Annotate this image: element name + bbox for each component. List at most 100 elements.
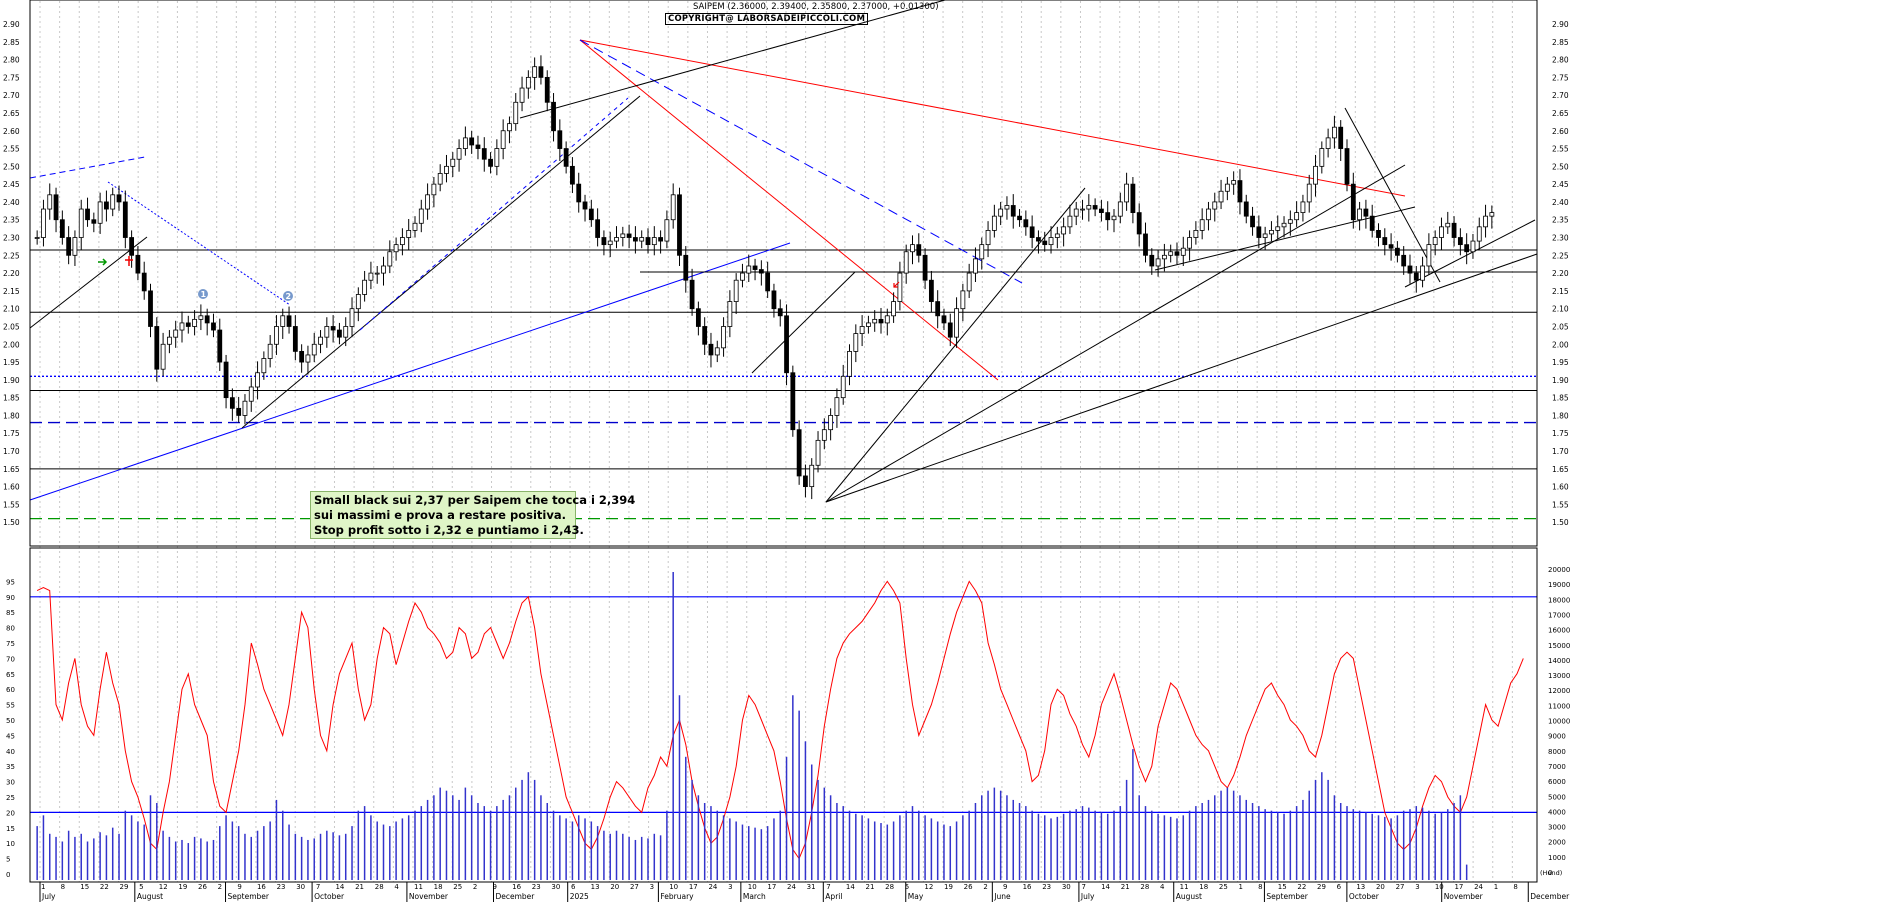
candle-body (104, 201, 109, 210)
note-line-2: sui massimi e prova a restare positiva. (314, 508, 566, 522)
candle-body (450, 158, 456, 167)
candle-body (387, 251, 393, 267)
price-tick-right: 1.65 (1552, 465, 1569, 474)
month-label: November (409, 892, 449, 901)
candle-body (903, 251, 909, 274)
candle-body (274, 326, 279, 345)
day-tick-label: 18 (1199, 883, 1208, 891)
day-tick-label: 3 (728, 883, 732, 891)
candle-body (242, 400, 248, 416)
day-tick-label: 30 (1062, 883, 1071, 891)
day-tick-label: 25 (453, 883, 462, 891)
candle-body (866, 322, 871, 327)
day-tick-label: 24 (1474, 883, 1483, 891)
day-tick-label: 6 (1337, 883, 1342, 891)
trend-line (1154, 206, 1416, 271)
candle-body (935, 301, 941, 317)
day-tick-label: 18 (434, 883, 443, 891)
candle-body (324, 326, 330, 338)
candle-body (431, 183, 437, 196)
month-label: July (1080, 892, 1095, 901)
candle-body (1294, 212, 1300, 221)
price-tick-left: 2.60 (3, 127, 20, 136)
price-tick-left: 2.90 (3, 20, 20, 29)
candle-body (1382, 237, 1388, 246)
month-label: November (1444, 892, 1484, 901)
candle-body (910, 244, 915, 253)
price-tick-left: 2.80 (3, 56, 20, 65)
candle-body (1199, 219, 1205, 231)
candle-body (1445, 222, 1451, 228)
price-tick-left: 1.50 (3, 518, 20, 527)
volume-tick: 19000 (1548, 581, 1570, 589)
month-label: July (41, 892, 56, 901)
candle-body (66, 237, 72, 256)
candle-body (891, 301, 896, 317)
candle-body (1206, 208, 1211, 221)
candle-body (651, 237, 657, 246)
day-tick-label: 29 (1317, 883, 1326, 891)
day-tick-label: 13 (1356, 883, 1365, 891)
price-tick-left: 2.50 (3, 162, 20, 171)
price-tick-left: 1.85 (3, 394, 20, 403)
candle-body (286, 315, 292, 327)
day-tick-label: 21 (866, 883, 875, 891)
candle-body (1426, 244, 1432, 267)
candle-body (154, 326, 160, 370)
candle-body (141, 272, 147, 292)
day-tick-label: 10 (748, 883, 757, 891)
candle-body (1218, 190, 1224, 203)
oscillator-tick: 25 (6, 794, 15, 802)
day-tick-label: 2 (983, 883, 987, 891)
candle-body (966, 272, 972, 292)
price-tick-left: 2.45 (3, 180, 20, 189)
candle-body (1313, 165, 1318, 185)
candle-body (116, 194, 122, 203)
volume-tick: 0 (1548, 869, 1552, 877)
day-tick-label: 5 (139, 883, 143, 891)
candle-body (110, 194, 116, 210)
note-line-1: Small black sui 2,37 per Saipem che tocc… (314, 493, 636, 507)
candle-body (1073, 208, 1079, 217)
day-tick-label: 22 (100, 883, 109, 891)
volume-tick: 12000 (1548, 687, 1570, 695)
day-tick-label: 9 (1003, 883, 1007, 891)
candle-body (1143, 233, 1148, 256)
candle-body (1086, 205, 1092, 210)
candle-body (897, 272, 903, 302)
month-label: August (137, 892, 163, 901)
candle-body (261, 358, 267, 374)
candle-body (1155, 258, 1161, 267)
candle-body (525, 76, 531, 89)
day-tick-label: 9 (237, 883, 241, 891)
trend-line (29, 236, 148, 329)
candle-body (355, 294, 361, 310)
candle-body (362, 279, 368, 295)
price-tick-left: 2.75 (3, 73, 20, 82)
trend-line (1344, 107, 1441, 283)
candle-body (954, 308, 959, 338)
candle-body (1237, 180, 1243, 203)
day-tick-label: 31 (807, 883, 816, 891)
candle-body (1338, 126, 1344, 149)
price-tick-left: 2.25 (3, 251, 20, 260)
candle-body (500, 130, 506, 149)
candle-body (122, 201, 128, 238)
candle-body (588, 208, 594, 221)
oscillator-series (36, 580, 1524, 860)
candle-body (1489, 212, 1495, 217)
candle-body (683, 254, 689, 281)
candle-body (1231, 180, 1237, 185)
volume-series (36, 572, 1468, 880)
trend-line (825, 253, 1538, 503)
day-tick-label: 23 (532, 883, 541, 891)
month-label: December (495, 892, 535, 901)
note-line-3: Stop profit sotto i 2,32 e puntiamo i 2,… (314, 523, 584, 537)
oscillator-tick: 50 (6, 717, 15, 725)
candle-body (664, 219, 670, 242)
month-label: February (660, 892, 694, 901)
day-tick-label: 1 (41, 883, 45, 891)
candle-body (1457, 237, 1463, 246)
marker-number: 1 (201, 290, 207, 299)
price-tick-left: 2.65 (3, 109, 20, 118)
